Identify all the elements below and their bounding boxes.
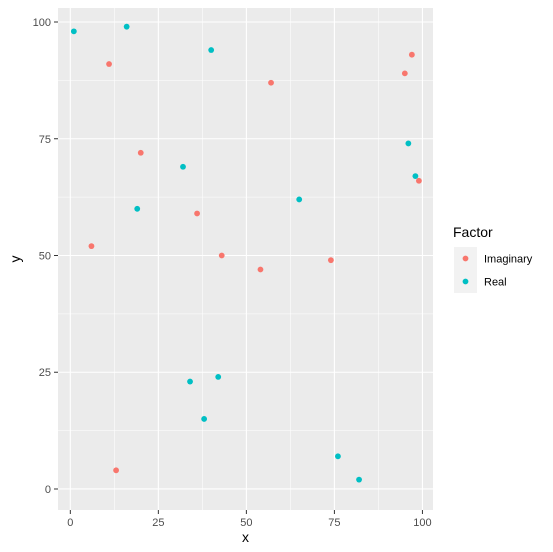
plot-panel (58, 8, 433, 510)
x-tick-label: 50 (240, 517, 252, 529)
y-tick-label: 0 (45, 484, 51, 496)
point-real (123, 23, 130, 30)
point-real (405, 140, 412, 147)
point-imaginary (137, 149, 144, 156)
legend-title: Factor (453, 224, 493, 240)
y-tick-label: 75 (39, 134, 51, 146)
y-tick-label: 100 (33, 17, 51, 29)
y-axis: 0 25 50 75 100 (33, 17, 58, 496)
point-real (215, 374, 222, 380)
x-axis-title: x (242, 529, 249, 545)
point-real (335, 453, 341, 460)
y-tick-label: 25 (39, 367, 51, 379)
point-real (201, 416, 208, 422)
point-imaginary (416, 177, 422, 184)
point-real (356, 476, 362, 483)
x-tick-label: 100 (413, 517, 431, 529)
point-real (134, 205, 141, 212)
point-real (412, 173, 419, 180)
legend-label-imaginary: Imaginary (484, 254, 533, 266)
point-imaginary (218, 252, 225, 259)
point-imaginary (88, 243, 95, 250)
legend: Factor Imaginary Real (453, 224, 533, 293)
x-tick-label: 0 (67, 517, 73, 529)
x-axis: 0 25 50 75 100 (67, 510, 432, 529)
legend-marker-imaginary (462, 255, 469, 262)
point-real (70, 28, 77, 35)
legend-marker-real (462, 278, 469, 285)
point-imaginary (327, 257, 334, 264)
x-tick-label: 25 (152, 517, 164, 529)
point-imaginary (113, 467, 119, 474)
point-real (208, 47, 215, 53)
legend-label-real: Real (484, 277, 507, 289)
point-imaginary (194, 210, 200, 217)
y-tick-label: 50 (39, 250, 51, 262)
x-tick-label: 75 (328, 517, 340, 529)
y-axis-title: y (7, 256, 23, 263)
point-imaginary (408, 51, 415, 58)
major-gridlines (58, 8, 433, 510)
point-real (296, 196, 303, 203)
point-real (180, 163, 186, 170)
point-imaginary (106, 61, 112, 67)
point-real (187, 378, 193, 385)
minor-gridlines (58, 8, 433, 510)
point-imaginary (401, 70, 408, 77)
data-points (70, 23, 422, 483)
point-imaginary (257, 266, 264, 273)
point-imaginary (268, 79, 274, 86)
legend-items: Imaginary Real (454, 247, 533, 293)
